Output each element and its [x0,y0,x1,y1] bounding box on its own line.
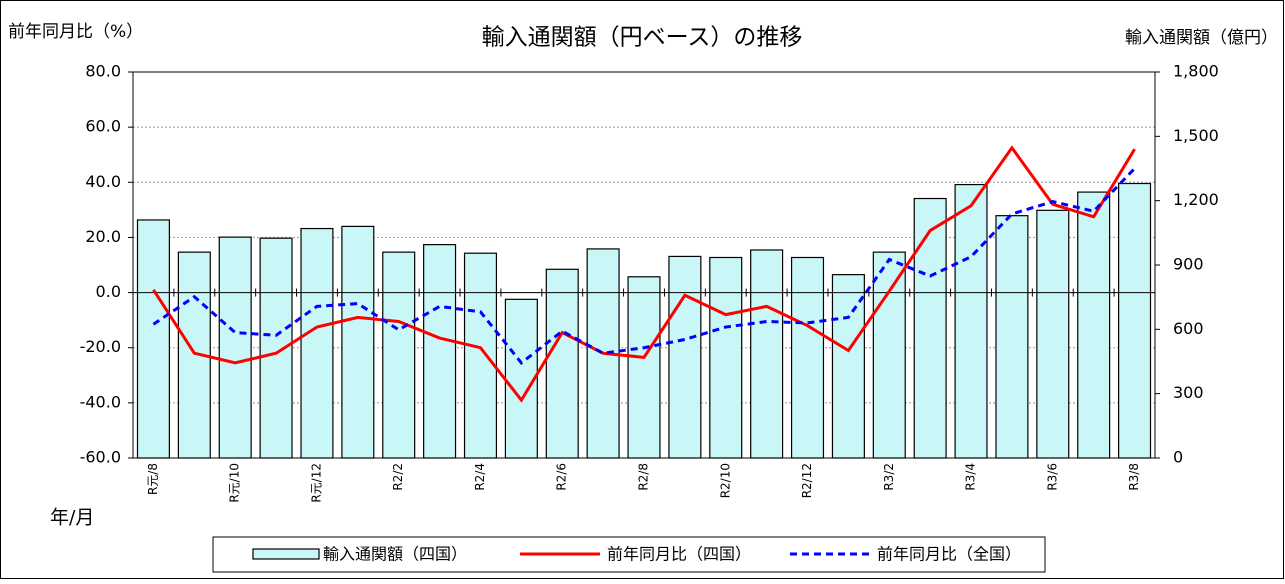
x-tick-label: R2/10 [718,463,732,498]
y2-tick-label: 1,200 [1173,190,1219,209]
bar [423,244,457,459]
x-tick-label: R2/4 [473,463,487,491]
y-tick-label: 40.0 [85,172,121,191]
x-tick-label: R2/8 [637,463,651,491]
legend-swatch [252,548,320,560]
y-tick-label: 80.0 [85,62,121,81]
bar [300,227,334,459]
bar [1118,182,1152,459]
bar [504,298,538,459]
y2-tick-label: 1,800 [1173,62,1219,81]
y-axis-label: 前年同月比（%） [8,22,143,42]
bar [872,251,906,459]
y-tick-label: -20.0 [80,337,121,356]
y2-tick-label: 600 [1173,319,1204,338]
x-tick-label: R元/8 [146,463,160,495]
x-tick-label: R3/6 [1045,463,1059,491]
bar [954,183,988,459]
bar [136,219,170,459]
bar [259,237,293,459]
y2-tick-label: 300 [1173,383,1204,402]
y2-tick-label: 0 [1173,448,1183,467]
x-tick-label: R3/2 [882,463,896,491]
chart-title: 輸入通関額（円ベース）の推移 [482,25,803,51]
bar [1036,209,1070,459]
x-tick-label: R2/12 [800,463,814,498]
bar [545,268,579,459]
x-tick-label: R3/4 [964,463,978,491]
y-tick-label: 0.0 [96,282,121,301]
y2-axis-label: 輸入通関額（億円） [1125,28,1278,48]
y-tick-label: 20.0 [85,227,121,246]
bar [218,236,252,459]
y2-tick-label: 1,500 [1173,126,1219,145]
bar [1077,191,1111,459]
legend-label: 輸入通関額（四国） [323,545,467,564]
plot-border [132,71,1156,459]
bar [382,251,416,459]
legend [212,536,1046,573]
legend-label: 前年同月比（全国） [877,545,1021,564]
bar [790,256,825,459]
line [152,167,1136,365]
y2-tick-label: 900 [1173,255,1204,274]
x-axis-label: 年/月 [50,507,94,529]
x-tick-label: R元/12 [309,463,323,503]
x-tick-label: R3/8 [1127,463,1141,491]
bar [709,256,743,459]
y-tick-label: -60.0 [80,448,121,467]
y-tick-label: 60.0 [85,117,121,136]
x-tick-label: R2/6 [555,463,569,491]
bar [668,255,702,459]
legend-label: 前年同月比（四国） [607,545,751,564]
bar [627,276,661,459]
y-tick-label: -40.0 [80,392,121,411]
x-tick-label: R元/10 [228,463,242,503]
bar [463,252,498,459]
bar [750,249,784,459]
bar [913,197,947,459]
bar [177,251,211,459]
bar [995,215,1029,459]
bar [341,225,375,459]
line [152,145,1136,403]
x-tick-label: R2/2 [391,463,405,491]
bar [831,274,865,459]
